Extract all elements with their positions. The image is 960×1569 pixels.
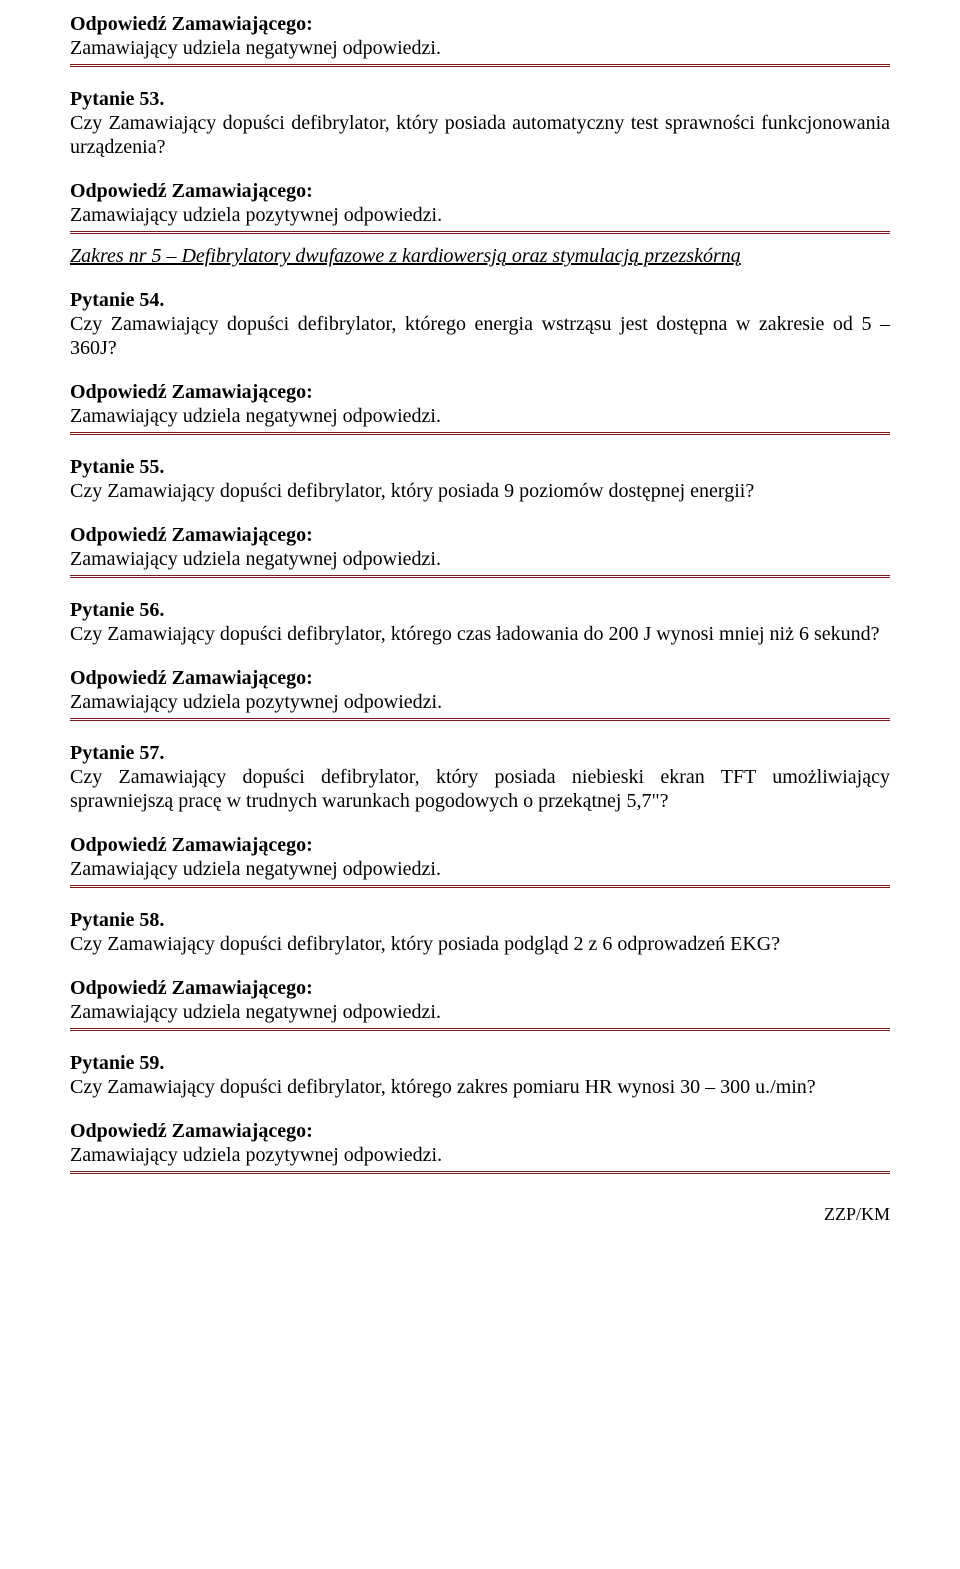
question-text: Czy Zamawiający dopuści defibrylator, kt… xyxy=(70,622,890,646)
spacer xyxy=(70,360,890,380)
answer-text: Zamawiający udziela negatywnej odpowiedz… xyxy=(70,547,890,571)
question-label: Pytanie 57. xyxy=(70,741,890,765)
answer-text: Zamawiający udziela pozytywnej odpowiedz… xyxy=(70,1143,890,1167)
page-footer: ZZP/KM xyxy=(70,1204,890,1226)
divider xyxy=(70,231,890,234)
question-text: Czy Zamawiający dopuści defibrylator, kt… xyxy=(70,765,890,813)
question-block: Pytanie 54.Czy Zamawiający dopuści defib… xyxy=(70,288,890,360)
answer-block: Odpowiedź Zamawiającego:Zamawiający udzi… xyxy=(70,1119,890,1167)
question-label: Pytanie 53. xyxy=(70,87,890,111)
answer-text: Zamawiający udziela negatywnej odpowiedz… xyxy=(70,1000,890,1024)
answer-block: Odpowiedź Zamawiającego:Zamawiający udzi… xyxy=(70,380,890,428)
question-block: Pytanie 59.Czy Zamawiający dopuści defib… xyxy=(70,1051,890,1099)
spacer xyxy=(70,1099,890,1119)
question-text: Czy Zamawiający dopuści defibrylator, kt… xyxy=(70,932,890,956)
divider xyxy=(70,1028,890,1031)
answer-block: Odpowiedź Zamawiającego:Zamawiający udzi… xyxy=(70,523,890,571)
section-heading: Zakres nr 5 – Defibrylatory dwufazowe z … xyxy=(70,244,890,268)
answer-block: Odpowiedź Zamawiającego:Zamawiający udzi… xyxy=(70,666,890,714)
question-text: Czy Zamawiający dopuści defibrylator, kt… xyxy=(70,1075,890,1099)
question-text: Czy Zamawiający dopuści defibrylator, kt… xyxy=(70,111,890,159)
question-block: Pytanie 53.Czy Zamawiający dopuści defib… xyxy=(70,87,890,159)
answer-block: Odpowiedź Zamawiającego:Zamawiający udzi… xyxy=(70,12,890,60)
answer-text: Zamawiający udziela negatywnej odpowiedz… xyxy=(70,36,890,60)
answer-text: Zamawiający udziela pozytywnej odpowiedz… xyxy=(70,690,890,714)
divider xyxy=(70,718,890,721)
spacer xyxy=(70,503,890,523)
answer-header: Odpowiedź Zamawiającego: xyxy=(70,666,890,690)
spacer xyxy=(70,813,890,833)
divider xyxy=(70,64,890,67)
divider xyxy=(70,885,890,888)
answer-block: Odpowiedź Zamawiającego:Zamawiający udzi… xyxy=(70,976,890,1024)
question-label: Pytanie 55. xyxy=(70,455,890,479)
answer-block: Odpowiedź Zamawiającego:Zamawiający udzi… xyxy=(70,179,890,227)
answer-block: Odpowiedź Zamawiającego:Zamawiający udzi… xyxy=(70,833,890,881)
answer-header: Odpowiedź Zamawiającego: xyxy=(70,833,890,857)
answer-text: Zamawiający udziela negatywnej odpowiedz… xyxy=(70,404,890,428)
question-text: Czy Zamawiający dopuści defibrylator, kt… xyxy=(70,479,890,503)
answer-header: Odpowiedź Zamawiającego: xyxy=(70,1119,890,1143)
divider xyxy=(70,432,890,435)
question-label: Pytanie 59. xyxy=(70,1051,890,1075)
answer-text: Zamawiający udziela pozytywnej odpowiedz… xyxy=(70,203,890,227)
answer-header: Odpowiedź Zamawiającego: xyxy=(70,523,890,547)
divider xyxy=(70,575,890,578)
answer-header: Odpowiedź Zamawiającego: xyxy=(70,12,890,36)
spacer xyxy=(70,159,890,179)
question-label: Pytanie 58. xyxy=(70,908,890,932)
answer-header: Odpowiedź Zamawiającego: xyxy=(70,179,890,203)
answer-header: Odpowiedź Zamawiającego: xyxy=(70,380,890,404)
document-body: Odpowiedź Zamawiającego:Zamawiający udzi… xyxy=(70,12,890,1174)
question-block: Pytanie 57.Czy Zamawiający dopuści defib… xyxy=(70,741,890,813)
divider xyxy=(70,1171,890,1174)
question-text: Czy Zamawiający dopuści defibrylator, kt… xyxy=(70,312,890,360)
spacer xyxy=(70,646,890,666)
answer-header: Odpowiedź Zamawiającego: xyxy=(70,976,890,1000)
question-block: Pytanie 56.Czy Zamawiający dopuści defib… xyxy=(70,598,890,646)
question-label: Pytanie 56. xyxy=(70,598,890,622)
spacer xyxy=(70,956,890,976)
question-block: Pytanie 55.Czy Zamawiający dopuści defib… xyxy=(70,455,890,503)
question-block: Pytanie 58.Czy Zamawiający dopuści defib… xyxy=(70,908,890,956)
question-label: Pytanie 54. xyxy=(70,288,890,312)
answer-text: Zamawiający udziela negatywnej odpowiedz… xyxy=(70,857,890,881)
